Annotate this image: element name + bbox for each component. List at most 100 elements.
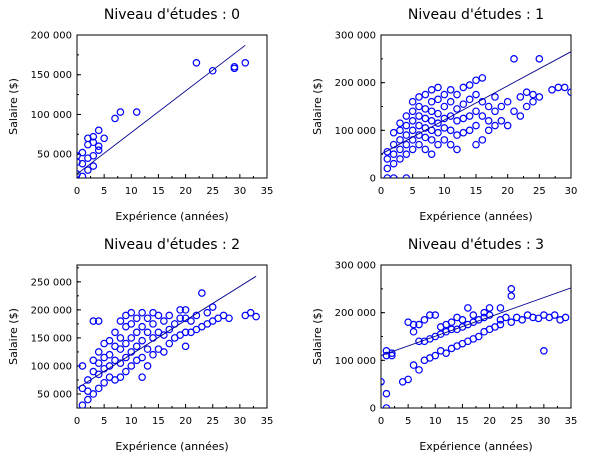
data-point (176, 306, 184, 314)
data-point (116, 373, 125, 381)
data-point (246, 308, 255, 317)
data-point (434, 109, 442, 118)
data-point (472, 121, 480, 130)
data-point (426, 311, 434, 319)
data-point (396, 145, 404, 154)
data-point (402, 140, 411, 149)
x-tick-label: 20 (179, 416, 192, 427)
data-point (89, 390, 98, 398)
data-point (396, 155, 404, 163)
x-tick-label: 30 (565, 186, 578, 197)
data-point (415, 121, 423, 130)
data-point (409, 320, 418, 329)
data-point (122, 353, 130, 362)
data-point (181, 306, 190, 314)
data-point (434, 95, 442, 104)
data-point (111, 328, 119, 337)
data-point (446, 126, 455, 135)
y-tick-label: 200 000 (335, 308, 376, 319)
data-point (402, 150, 411, 158)
data-point (94, 146, 103, 154)
data-point (434, 128, 442, 137)
data-point (427, 117, 436, 125)
data-point (149, 334, 157, 342)
x-axis-label: Expérience (années) (419, 210, 532, 223)
regression-line (77, 275, 257, 389)
data-point (94, 384, 103, 393)
data-point (453, 105, 461, 113)
data-point (78, 148, 87, 157)
y-tick-label: 100 000 (31, 110, 72, 121)
data-point (507, 318, 516, 327)
data-points (383, 55, 571, 178)
y-tick-label: 200 000 (335, 78, 376, 89)
data-point (507, 292, 516, 300)
data-point (472, 76, 480, 85)
data-point (469, 311, 478, 319)
chart-panel-2: Niveau d'études : 2 Expérience (années) … (7, 237, 273, 453)
data-point (496, 304, 505, 312)
data-point (149, 350, 157, 359)
data-point (408, 126, 417, 135)
x-tick-label: 20 (483, 416, 496, 427)
x-tick-label: 25 (206, 186, 219, 197)
data-point (94, 142, 103, 151)
data-point (138, 322, 146, 331)
data-point (496, 320, 505, 329)
x-tick-label: 5 (101, 416, 107, 427)
x-axis-label: Expérience (années) (115, 210, 228, 223)
data-point (440, 102, 449, 111)
data-point (497, 117, 506, 125)
data-point (447, 318, 456, 327)
x-axis-label: Expérience (années) (115, 440, 228, 453)
data-point (143, 314, 152, 323)
data-point (127, 320, 136, 328)
data-point (116, 334, 125, 342)
data-point (383, 164, 392, 173)
data-point (105, 336, 114, 345)
data-point (116, 108, 125, 116)
data-point (94, 126, 103, 135)
data-point (252, 312, 260, 321)
plot-frame (380, 34, 572, 179)
x-tick-label: 35 (261, 186, 274, 197)
data-point (529, 313, 537, 322)
data-point (550, 311, 559, 319)
x-tick-label: 20 (501, 186, 514, 197)
data-point (522, 88, 531, 97)
data-point (491, 121, 499, 130)
data-point (383, 174, 392, 178)
data-point (143, 345, 152, 353)
y-tick-label: 0 (370, 404, 376, 415)
regression-line (77, 44, 246, 175)
data-point (427, 86, 436, 94)
data-point (78, 362, 87, 370)
regression-line (381, 51, 571, 155)
data-point (208, 66, 217, 75)
y-tick-label: 50 000 (37, 389, 72, 400)
data-point (516, 93, 525, 101)
data-point (465, 126, 474, 135)
data-point (491, 107, 499, 116)
data-point (484, 126, 493, 135)
data-point (154, 311, 163, 320)
data-point (165, 311, 174, 320)
data-point (472, 107, 480, 116)
y-axis-label: Salaire ($) (311, 308, 324, 365)
data-point (427, 97, 436, 106)
data-point (100, 378, 108, 387)
data-point (431, 351, 440, 360)
data-point (408, 107, 417, 116)
data-point (84, 166, 92, 174)
data-point (485, 311, 494, 319)
data-point (440, 124, 449, 132)
data-point (567, 88, 571, 96)
chart-panel-0: Niveau d'études : 0 Expérience (années) … (7, 7, 273, 223)
data-point (160, 348, 168, 356)
data-point (132, 342, 141, 351)
data-point (192, 59, 201, 67)
x-tick-label: 30 (537, 416, 550, 427)
data-point (548, 86, 556, 94)
chart-title: Niveau d'études : 0 (104, 7, 240, 23)
data-point (132, 314, 141, 323)
